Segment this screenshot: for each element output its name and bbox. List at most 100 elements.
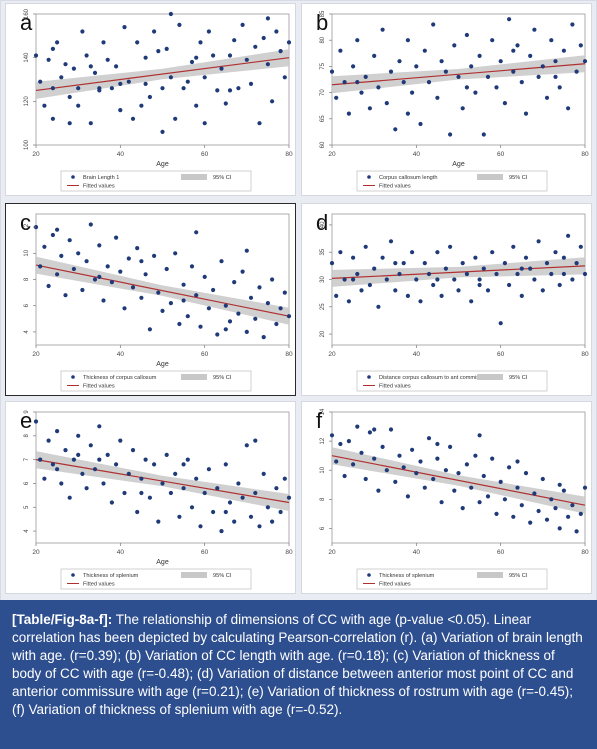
- panel-d: 20 40 60 80 20 25 30 35 40 d Distance corpus callo…: [301, 203, 592, 396]
- data-point: [329, 261, 335, 266]
- data-point: [477, 433, 482, 438]
- data-point: [189, 59, 195, 65]
- data-point: [181, 282, 186, 287]
- data-point: [351, 64, 356, 69]
- data-point: [536, 239, 541, 244]
- data-point: [253, 44, 258, 49]
- data-point: [147, 94, 152, 100]
- data-point: [67, 121, 72, 126]
- legend-marker-ci: [477, 374, 503, 380]
- y-tick-label: 160: [24, 8, 30, 19]
- data-point: [435, 456, 440, 461]
- legend-label-fit: Fitted values: [379, 184, 411, 190]
- data-point: [351, 277, 356, 282]
- data-point: [405, 111, 410, 116]
- data-point: [544, 261, 550, 266]
- data-point: [359, 450, 364, 455]
- data-point: [439, 500, 444, 505]
- legend-marker-points: [367, 175, 371, 179]
- data-point: [152, 29, 157, 34]
- data-point: [135, 509, 140, 515]
- data-point: [261, 471, 266, 476]
- data-point: [206, 29, 211, 34]
- data-point: [477, 277, 482, 282]
- data-point: [498, 59, 503, 64]
- data-point: [464, 462, 469, 467]
- data-point: [490, 250, 495, 255]
- data-point: [380, 444, 385, 449]
- y-tick-label: 12: [320, 437, 326, 444]
- data-point: [452, 488, 457, 493]
- panel-e: 20 40 60 80 4 5 6 7 8 9 Age e Thickness of splenium 9…: [5, 401, 296, 594]
- data-point: [92, 70, 98, 75]
- data-point: [494, 511, 499, 516]
- data-point: [67, 495, 72, 500]
- data-point: [561, 488, 566, 493]
- legend-label-points: Thickness of splenium: [83, 573, 139, 579]
- panel-letter: a: [20, 10, 33, 35]
- legend-label-fit: Fitted values: [379, 582, 411, 588]
- data-point: [126, 471, 131, 476]
- data-point: [118, 81, 123, 86]
- data-point: [540, 476, 545, 482]
- x-tick-label: 40: [117, 351, 125, 358]
- data-point: [578, 511, 583, 516]
- data-point: [574, 261, 579, 266]
- y-tick-label: 12: [24, 223, 30, 230]
- legend-label-fit: Fitted values: [379, 384, 411, 390]
- data-point: [168, 490, 173, 496]
- y-tick-label: 35: [320, 248, 326, 255]
- data-point: [502, 261, 507, 266]
- data-point: [515, 43, 520, 48]
- data-point: [359, 288, 364, 293]
- legend-marker-points: [71, 573, 75, 577]
- data-point: [211, 53, 216, 58]
- data-point: [109, 500, 114, 505]
- data-point: [355, 38, 360, 43]
- y-tick-label: 8: [24, 433, 30, 437]
- data-point: [561, 48, 566, 53]
- data-point: [557, 526, 562, 531]
- data-point: [426, 271, 432, 277]
- data-point: [194, 103, 199, 108]
- data-point: [42, 476, 47, 481]
- x-tick-label: 60: [497, 549, 505, 556]
- x-axis-label: Age: [156, 559, 169, 566]
- data-point: [494, 85, 499, 90]
- legend-marker-ci: [181, 174, 207, 180]
- x-tick-label: 80: [285, 351, 293, 358]
- chart-e: 20 40 60 80 4 5 6 7 8 9 Age e Thickness of splenium 9…: [20, 408, 293, 590]
- data-point: [376, 85, 381, 90]
- data-point: [105, 264, 110, 269]
- x-tick-label: 40: [117, 151, 125, 158]
- data-point: [405, 293, 410, 298]
- data-point: [97, 243, 102, 248]
- data-point: [363, 74, 368, 79]
- data-point: [519, 266, 524, 271]
- data-point: [274, 29, 279, 34]
- y-tick-label: 10: [24, 249, 30, 256]
- data-point: [431, 476, 436, 482]
- data-point: [55, 467, 60, 472]
- data-point: [540, 288, 545, 293]
- data-point: [88, 64, 93, 69]
- fitted-line: [35, 264, 290, 317]
- data-point: [33, 53, 39, 58]
- data-point: [114, 64, 119, 69]
- data-point: [223, 303, 228, 308]
- data-point: [418, 299, 423, 304]
- data-point: [143, 272, 148, 277]
- x-axis-label: Age: [452, 161, 465, 168]
- y-tick-label: 30: [320, 276, 326, 283]
- data-point: [143, 55, 148, 60]
- legend-label-fit: Fitted values: [83, 384, 115, 390]
- data-point: [334, 293, 339, 298]
- data-point: [118, 269, 123, 274]
- x-tick-label: 40: [413, 151, 421, 158]
- data-point: [88, 443, 93, 448]
- data-point: [435, 277, 440, 282]
- data-point: [219, 529, 224, 534]
- data-point: [338, 250, 343, 255]
- data-point: [244, 248, 249, 253]
- data-point: [118, 108, 123, 113]
